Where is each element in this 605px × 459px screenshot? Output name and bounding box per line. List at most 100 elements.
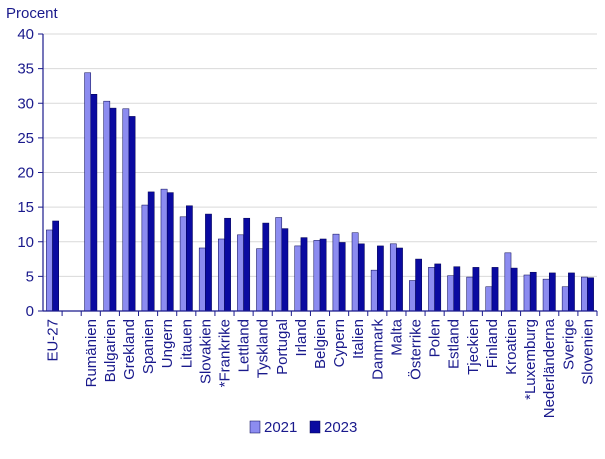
- x-tick-label: Malta: [388, 318, 405, 355]
- bar-2021-Litauen: [179, 216, 187, 312]
- bars: [46, 72, 594, 312]
- bar-2021-*Frankrike: [218, 238, 225, 312]
- x-tick-label: Nederländerna: [541, 318, 558, 418]
- legend-label-2023: 2023: [324, 419, 357, 436]
- x-tick-label: Österrike: [407, 319, 425, 380]
- y-axis-title: Procent: [6, 5, 59, 22]
- bar-2021-Ungern: [160, 188, 168, 312]
- x-tick-label: Slovakien: [197, 319, 214, 384]
- bar-2023-Portugal: [281, 228, 289, 312]
- y-tick-label: 35: [17, 61, 34, 78]
- bar-2023-Sverige: [568, 272, 575, 312]
- x-tick-label: Spanien: [140, 319, 157, 374]
- bar-2023-Slovakien: [205, 213, 212, 312]
- bar-2023-Spanien: [147, 191, 155, 312]
- bar-2021-Slovakien: [198, 247, 206, 312]
- legend: 2021 2023: [249, 419, 357, 436]
- bar-2021-Tjeckien: [466, 276, 474, 312]
- y-tick-label: 30: [17, 95, 34, 112]
- bar-2023-Litauen: [186, 205, 193, 312]
- bar-2023-Belgien: [319, 238, 327, 312]
- bar-2023-Slovenien: [587, 277, 594, 312]
- x-tick-label: *Luxemburg: [522, 319, 539, 400]
- x-tick-label: Sverige: [560, 319, 577, 370]
- legend-swatch-2021: [249, 420, 261, 434]
- bar-2021-Rumänien: [84, 72, 92, 312]
- x-tick-label: Belgien: [312, 319, 329, 369]
- y-tick-label: 25: [17, 130, 34, 147]
- x-tick-label: Irland: [293, 319, 310, 357]
- x-tick-label: Polen: [427, 319, 444, 357]
- bar-2023-EU-27: [52, 220, 59, 312]
- bar-2021-Malta: [389, 243, 397, 312]
- bar-2023-Grekland: [128, 116, 136, 312]
- y-axis-ticks: 0 5 10 15 20 25 30 35 40: [17, 26, 43, 320]
- bar-2021-Grekland: [122, 108, 130, 312]
- x-tick-label: Estland: [446, 319, 463, 369]
- bar-2021-Finland: [485, 286, 493, 312]
- x-tick-label: Rumänien: [83, 319, 100, 387]
- x-tick-label: EU-27: [45, 319, 62, 362]
- bar-2021-Polen: [428, 267, 435, 312]
- x-axis-labels: EU-27 Rumänien Bulgarien Grekland Spanien Ung…: [45, 311, 598, 418]
- bar-2021-Kroatien: [504, 252, 512, 312]
- bar-2023-*Frankrike: [224, 217, 231, 312]
- bar-2023-Nederländerna: [548, 272, 556, 312]
- bar-2023-Estland: [453, 266, 461, 312]
- y-tick-label: 5: [26, 268, 34, 285]
- bar-2021-Portugal: [275, 217, 283, 312]
- y-tick-label: 20: [17, 165, 34, 182]
- bar-2021-Irland: [294, 245, 302, 312]
- bar-2021-Spanien: [141, 204, 149, 312]
- bar-2021-Bulgarien: [103, 100, 111, 312]
- bar-2021-Danmark: [370, 269, 378, 312]
- bar-2023-Österrike: [415, 258, 422, 312]
- bar-2021-*Luxemburg: [523, 274, 531, 312]
- bar-2021-Cypern: [332, 233, 340, 312]
- bar-2023-Irland: [300, 237, 308, 312]
- bar-2023-Polen: [434, 263, 442, 312]
- bar-2021-Sverige: [561, 286, 569, 312]
- x-tick-label: Lettland: [236, 319, 253, 372]
- bar-2021-Estland: [447, 275, 454, 312]
- bar-2021-EU-27: [46, 229, 53, 312]
- bar-2021-Italien: [351, 232, 359, 312]
- bar-2023-Malta: [396, 247, 403, 312]
- x-tick-label: *Frankrike: [216, 319, 233, 387]
- bar-2021-Lettland: [237, 234, 244, 312]
- bar-2023-Italien: [357, 243, 365, 312]
- x-tick-label: Tjeckien: [465, 319, 482, 375]
- bar-2023-Rumänien: [90, 94, 98, 312]
- bar-2021-Nederländerna: [542, 278, 550, 312]
- x-tick-label: Kroatien: [503, 319, 520, 375]
- bar-2023-Bulgarien: [109, 107, 117, 312]
- bar-2021-Österrike: [409, 280, 416, 312]
- y-tick-label: 10: [17, 234, 34, 251]
- bar-2023-*Luxemburg: [529, 271, 537, 312]
- legend-label-2021: 2021: [264, 419, 297, 436]
- bar-2023-Tyskland: [262, 222, 270, 312]
- bar-2023-Finland: [491, 267, 499, 312]
- bar-2023-Danmark: [377, 245, 384, 312]
- bar-2021-Belgien: [313, 240, 321, 312]
- x-tick-label: Tyskland: [255, 319, 272, 378]
- x-tick-label: Litauen: [178, 319, 195, 368]
- y-tick-label: 40: [17, 26, 34, 43]
- bar-2021-Slovenien: [581, 276, 588, 312]
- x-tick-label: Cypern: [331, 319, 348, 367]
- x-tick-label: Finland: [484, 319, 501, 368]
- bar-2023-Cypern: [338, 242, 346, 312]
- x-tick-label: Italien: [350, 319, 367, 359]
- bar-2023-Tjeckien: [472, 267, 480, 312]
- y-tick-label: 0: [26, 303, 34, 320]
- bar-2021-Tyskland: [256, 248, 263, 312]
- legend-swatch-2023: [309, 420, 321, 434]
- x-tick-label: Ungern: [159, 319, 176, 368]
- x-tick-label: Bulgarien: [102, 319, 119, 382]
- y-tick-label: 15: [17, 199, 34, 216]
- x-tick-label: Grekland: [121, 319, 138, 380]
- bar-2023-Lettland: [243, 217, 251, 312]
- x-tick-label: Portugal: [274, 319, 291, 375]
